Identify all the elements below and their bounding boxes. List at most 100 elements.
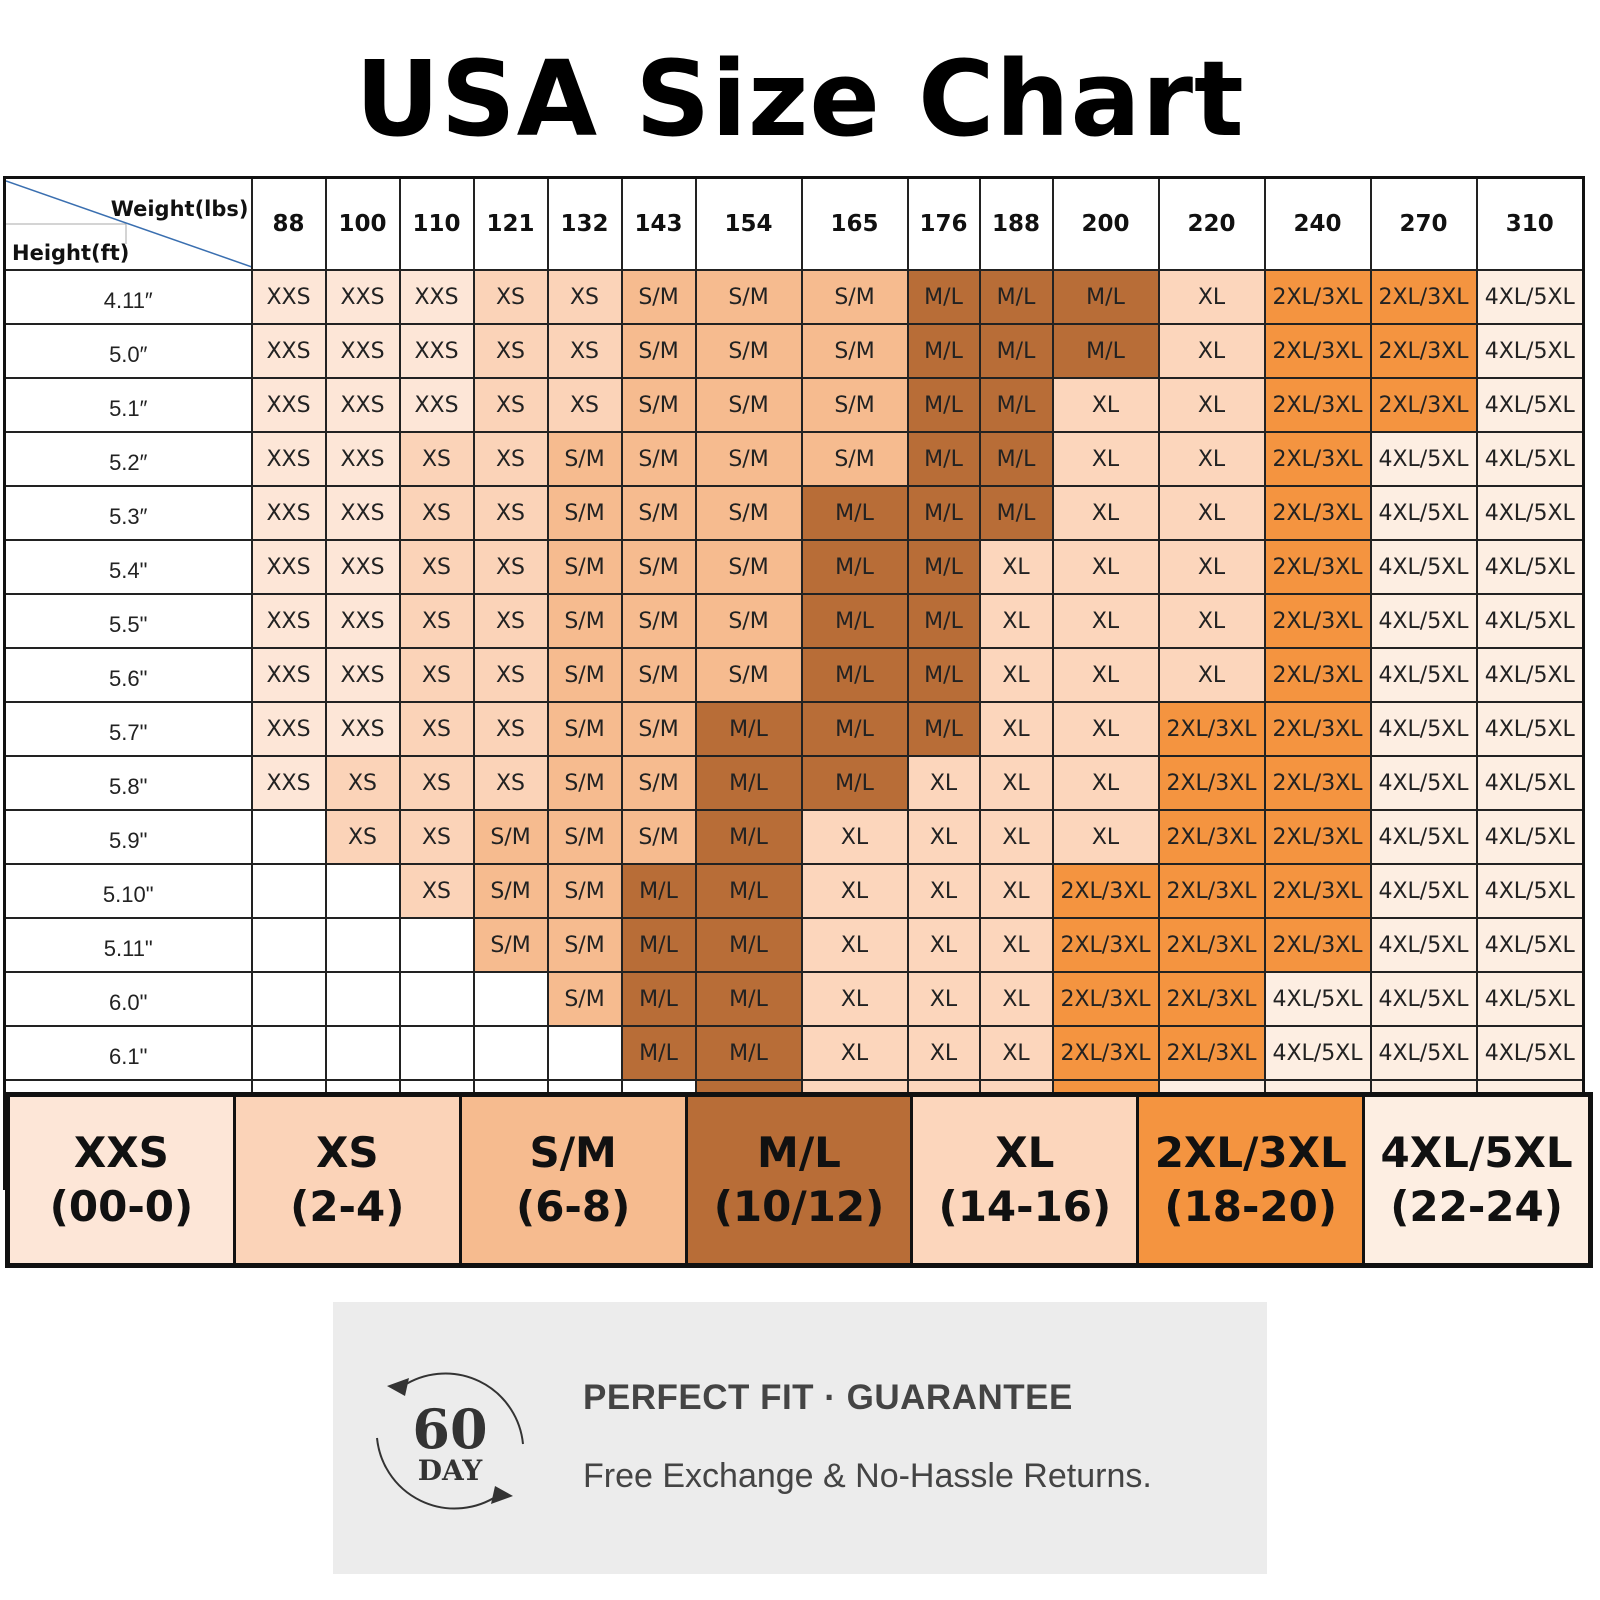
- weight-header: 121: [472, 176, 549, 271]
- size-cell: XL: [1051, 377, 1160, 433]
- size-cell: XL: [978, 701, 1054, 757]
- weight-header: 176: [906, 176, 981, 271]
- size-cell: XXS: [250, 701, 327, 757]
- size-cell: 2XL/3XL: [1157, 701, 1266, 757]
- weight-header: 240: [1263, 176, 1372, 271]
- size-cell: S/M: [620, 377, 697, 433]
- size-cell: M/L: [800, 539, 909, 595]
- size-cell: 2XL/3XL: [1369, 269, 1478, 325]
- badge-label: DAY: [418, 1454, 484, 1487]
- size-cell: XL: [978, 593, 1054, 649]
- size-cell: XL: [978, 809, 1054, 865]
- size-cell: S/M: [546, 863, 623, 919]
- size-cell: 4XL/5XL: [1475, 323, 1585, 379]
- size-cell: S/M: [620, 269, 697, 325]
- size-cell: M/L: [906, 377, 981, 433]
- size-cell: 2XL/3XL: [1157, 971, 1266, 1027]
- size-cell: 4XL/5XL: [1369, 431, 1478, 487]
- table-row: 5.11" S/M S/M M/L M/L XL XL XL 2XL/3XL 2XL/3XL 2XL…: [3, 917, 1585, 973]
- size-cell: XL: [1051, 593, 1160, 649]
- weight-header: 88: [250, 176, 327, 271]
- legend-range: (22-24): [1390, 1182, 1563, 1231]
- size-cell: 4XL/5XL: [1369, 701, 1478, 757]
- size-cell: XL: [1157, 377, 1266, 433]
- size-cell: XL: [1157, 593, 1266, 649]
- size-cell: [398, 917, 475, 973]
- size-cell: M/L: [694, 755, 803, 811]
- size-cell: 2XL/3XL: [1263, 323, 1372, 379]
- size-cell: [324, 971, 401, 1027]
- size-cell: S/M: [546, 485, 623, 541]
- weight-header: 154: [694, 176, 803, 271]
- size-cell: 4XL/5XL: [1369, 485, 1478, 541]
- size-cell: XS: [472, 377, 549, 433]
- size-cell: S/M: [800, 323, 909, 379]
- size-cell: S/M: [546, 755, 623, 811]
- size-cell: XS: [398, 701, 475, 757]
- size-cell: XL: [1051, 809, 1160, 865]
- height-label: 5.2″: [3, 431, 253, 487]
- height-label: 5.5": [3, 593, 253, 649]
- size-cell: 4XL/5XL: [1475, 917, 1585, 973]
- size-cell: XS: [472, 755, 549, 811]
- size-cell: 4XL/5XL: [1369, 593, 1478, 649]
- size-cell: M/L: [978, 323, 1054, 379]
- table-row: 5.2″ XXS XXS XS XS S/M S/M S/M S/M M/L M/L XL XL 2XL/…: [3, 431, 1585, 487]
- height-label: 5.8": [3, 755, 253, 811]
- size-cell: XS: [472, 431, 549, 487]
- legend-item: 2XL/3XL (18-20): [1139, 1097, 1366, 1263]
- size-cell: 4XL/5XL: [1475, 1025, 1585, 1081]
- size-cell: M/L: [694, 1025, 803, 1081]
- size-cell: XL: [978, 539, 1054, 595]
- legend-size: 2XL/3XL: [1154, 1128, 1347, 1177]
- legend-item: XS (2-4): [235, 1097, 462, 1263]
- circular-arrows-icon: 60 DAY: [365, 1356, 535, 1531]
- size-cell: 2XL/3XL: [1263, 701, 1372, 757]
- size-cell: XL: [1157, 323, 1266, 379]
- table-row: 5.10" XS S/M S/M M/L M/L XL XL XL 2XL/3XL 2XL/3XL 2…: [3, 863, 1585, 919]
- size-cell: M/L: [694, 917, 803, 973]
- table-row: 5.8" XXS XS XS XS S/M S/M M/L M/L XL XL XL 2XL/3XL 2X…: [3, 755, 1585, 811]
- weight-header: 310: [1475, 176, 1585, 271]
- legend-range: (14-16): [938, 1182, 1112, 1231]
- weight-header: 270: [1369, 176, 1478, 271]
- size-cell: 4XL/5XL: [1475, 755, 1585, 811]
- size-cell: XL: [906, 863, 981, 919]
- size-cell: S/M: [620, 431, 697, 487]
- corner-cell: Weight(lbs) Height(ft): [3, 176, 253, 271]
- promo-subtitle: Free Exchange & No-Hassle Returns.: [583, 1457, 1152, 1495]
- size-cell: [472, 971, 549, 1027]
- size-cell: S/M: [800, 377, 909, 433]
- size-cell: 4XL/5XL: [1475, 539, 1585, 595]
- size-cell: S/M: [694, 539, 803, 595]
- size-cell: 2XL/3XL: [1051, 971, 1160, 1027]
- page-title: USA Size Chart: [355, 38, 1245, 160]
- size-cell: [250, 1025, 327, 1081]
- size-cell: XL: [800, 971, 909, 1027]
- size-cell: 4XL/5XL: [1369, 971, 1478, 1027]
- size-cell: 4XL/5XL: [1263, 971, 1372, 1027]
- size-cell: M/L: [1051, 323, 1160, 379]
- size-cell: XL: [1051, 485, 1160, 541]
- size-cell: [324, 1025, 401, 1081]
- legend-range: (18-20): [1164, 1182, 1338, 1231]
- size-cell: XXS: [250, 377, 327, 433]
- diagonal-lines: [6, 180, 250, 267]
- size-cell: XL: [1157, 431, 1266, 487]
- size-cell: XL: [906, 809, 981, 865]
- size-cell: XS: [398, 755, 475, 811]
- size-chart-table: Weight(lbs) Height(ft) 88 100 110 121 132 143…: [3, 176, 1585, 1190]
- size-cell: XS: [398, 647, 475, 703]
- height-label: 5.7": [3, 701, 253, 757]
- height-axis-label: Height(ft): [12, 241, 130, 265]
- legend-range: (10/12): [713, 1182, 885, 1231]
- height-label: 5.0″: [3, 323, 253, 379]
- size-cell: M/L: [800, 647, 909, 703]
- size-cell: XL: [906, 755, 981, 811]
- legend-size: XS: [315, 1128, 379, 1177]
- height-label: 5.1″: [3, 377, 253, 433]
- size-cell: XL: [978, 971, 1054, 1027]
- size-cell: 2XL/3XL: [1263, 863, 1372, 919]
- size-cell: XL: [1051, 539, 1160, 595]
- size-cell: XL: [978, 1025, 1054, 1081]
